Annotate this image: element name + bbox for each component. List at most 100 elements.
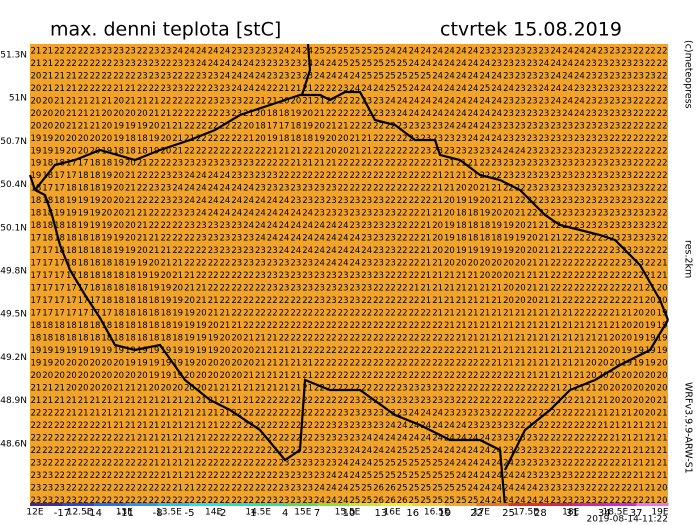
temperature-value: 23 [574, 496, 585, 506]
temperature-value: 22 [397, 209, 408, 219]
temperature-value: 23 [609, 209, 620, 219]
temperature-value: 22 [491, 384, 502, 394]
temperature-value: 22 [42, 458, 53, 468]
temperature-value: 18 [125, 146, 136, 156]
temperature-value: 22 [657, 134, 668, 144]
temperature-value: 21 [208, 309, 219, 319]
temperature-value: 23 [54, 496, 65, 506]
temperature-value: 20 [172, 284, 183, 294]
temperature-value: 22 [231, 471, 242, 481]
temperature-value: 21 [125, 421, 136, 431]
temperature-value: 21 [160, 433, 171, 443]
temperature-value: 21 [586, 321, 597, 331]
temperature-value: 22 [137, 483, 148, 493]
temperature-value: 19 [137, 271, 148, 281]
temperature-value: 23 [586, 134, 597, 144]
temperature-value: 21 [503, 309, 514, 319]
temperature-value: 22 [220, 284, 231, 294]
temperature-value: 19 [90, 209, 101, 219]
temperature-value: 21 [220, 408, 231, 418]
temperature-value: 25 [361, 59, 372, 69]
temperature-value: 20 [90, 359, 101, 369]
temperature-value: 23 [349, 284, 360, 294]
temperature-value: 23 [290, 284, 301, 294]
temperature-value: 22 [657, 71, 668, 81]
temperature-value: 18 [66, 184, 77, 194]
temperature-value: 24 [432, 109, 443, 119]
temperature-value: 18 [491, 234, 502, 244]
temperature-value: 23 [231, 221, 242, 231]
temperature-value: 21 [220, 309, 231, 319]
temperature-value: 24 [503, 84, 514, 94]
temperature-value: 21 [196, 408, 207, 418]
temperature-value: 20 [160, 134, 171, 144]
temperature-value: 20 [208, 371, 219, 381]
temperature-value: 20 [78, 359, 89, 369]
temperature-value: 24 [196, 196, 207, 206]
temperature-value: 22 [172, 221, 183, 231]
temperature-value: 22 [444, 346, 455, 356]
temperature-value: 23 [326, 209, 337, 219]
temperature-value: 21 [90, 396, 101, 406]
temperature-value: 21 [491, 321, 502, 331]
temperature-value: 22 [385, 271, 396, 281]
latitude-label: 48.6N [0, 439, 27, 449]
temperature-value: 25 [444, 471, 455, 481]
temperature-value: 22 [598, 284, 609, 294]
temperature-value: 22 [586, 421, 597, 431]
temperature-value: 22 [456, 396, 467, 406]
temperature-value: 23 [231, 109, 242, 119]
temperature-value: 18 [90, 159, 101, 169]
temperature-value: 22 [385, 146, 396, 156]
temperature-value: 21 [562, 321, 573, 331]
temperature-value: 23 [562, 121, 573, 131]
temperature-value: 22 [90, 59, 101, 69]
temperature-value: 20 [160, 271, 171, 281]
temperature-value: 22 [137, 46, 148, 56]
temperature-value: 23 [633, 196, 644, 206]
temperature-value: 23 [338, 421, 349, 431]
temperature-value: 17 [42, 284, 53, 294]
temperature-value: 24 [456, 71, 467, 81]
temperature-value: 20 [598, 384, 609, 394]
temperature-value: 23 [137, 71, 148, 81]
temperature-value: 23 [515, 134, 526, 144]
temperature-value: 23 [562, 483, 573, 493]
temperature-value: 22 [267, 396, 278, 406]
temperature-value: 23 [267, 59, 278, 69]
longitude-label: 18E [562, 508, 579, 518]
temperature-value: 18 [149, 309, 160, 319]
temperature-value: 21 [255, 334, 266, 344]
temperature-value: 24 [574, 71, 585, 81]
temperature-value: 18 [66, 234, 77, 244]
temperature-value: 18 [42, 321, 53, 331]
temperature-value: 23 [220, 246, 231, 256]
temperature-value: 21 [527, 259, 538, 269]
temperature-value: 23 [208, 71, 219, 81]
temperature-value: 22 [255, 284, 266, 294]
temperature-value: 22 [338, 309, 349, 319]
temperature-value: 23 [527, 458, 538, 468]
temperature-value: 19 [456, 196, 467, 206]
temperature-value: 20 [172, 384, 183, 394]
longitude-label: 17.5E [513, 508, 539, 518]
temperature-value: 23 [30, 483, 41, 493]
temperature-value: 21 [184, 271, 195, 281]
temperature-value: 19 [515, 234, 526, 244]
temperature-value: 22 [349, 121, 360, 131]
temperature-value: 20 [196, 384, 207, 394]
temperature-value: 24 [349, 259, 360, 269]
temperature-value: 21 [503, 321, 514, 331]
temperature-value: 23 [385, 246, 396, 256]
temperature-value: 22 [349, 384, 360, 394]
temperature-value: 22 [184, 109, 195, 119]
temperature-value: 19 [208, 346, 219, 356]
temperature-value: 22 [78, 433, 89, 443]
temperature-value: 22 [255, 309, 266, 319]
temperature-value: 18 [42, 171, 53, 181]
temperature-value: 17 [66, 309, 77, 319]
temperature-value: 23 [456, 408, 467, 418]
temperature-value: 23 [314, 271, 325, 281]
temperature-value: 24 [231, 59, 242, 69]
temperature-value: 23 [598, 196, 609, 206]
